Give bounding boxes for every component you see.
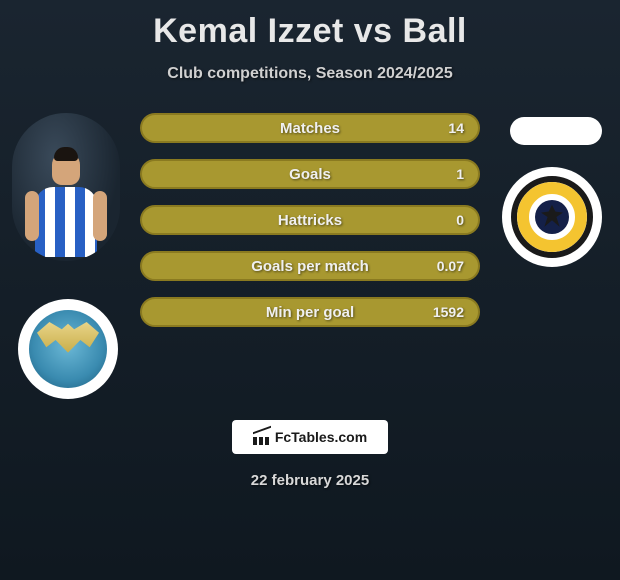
player-right-column [510, 113, 602, 145]
stat-label: Min per goal [266, 304, 354, 321]
club-badge-right [502, 167, 602, 267]
page-title: Kemal Izzet vs Ball [0, 0, 620, 51]
stat-row: Min per goal 1592 [140, 297, 480, 327]
wimbledon-badge-icon [511, 176, 593, 258]
club-badge-left [18, 299, 118, 399]
footer-date: 22 february 2025 [0, 472, 620, 489]
page-subtitle: Club competitions, Season 2024/2025 [0, 65, 620, 83]
stat-row: Goals per match 0.07 [140, 251, 480, 281]
stat-value-right: 0.07 [437, 258, 464, 274]
player-left-column [12, 113, 120, 261]
player-photo-left [12, 113, 120, 261]
stat-value-right: 14 [448, 120, 464, 136]
stat-row: Goals 1 [140, 159, 480, 189]
stat-label: Goals [289, 166, 331, 183]
player-photo-right-placeholder [510, 117, 602, 145]
stats-table: Matches 14 Goals 1 Hattricks 0 Goals per… [140, 113, 480, 343]
brand-text: FcTables.com [275, 429, 367, 445]
stat-label: Goals per match [251, 258, 369, 275]
stat-value-right: 1592 [433, 304, 464, 320]
brand-badge: FcTables.com [232, 420, 388, 454]
chart-icon [253, 429, 271, 445]
stat-row: Hattricks 0 [140, 205, 480, 235]
stat-value-right: 1 [456, 166, 464, 182]
stat-value-right: 0 [456, 212, 464, 228]
comparison-panel: Matches 14 Goals 1 Hattricks 0 Goals per… [0, 113, 620, 413]
stat-row: Matches 14 [140, 113, 480, 143]
stat-label: Hattricks [278, 212, 342, 229]
colchester-badge-icon [29, 310, 107, 388]
stat-label: Matches [280, 120, 340, 137]
